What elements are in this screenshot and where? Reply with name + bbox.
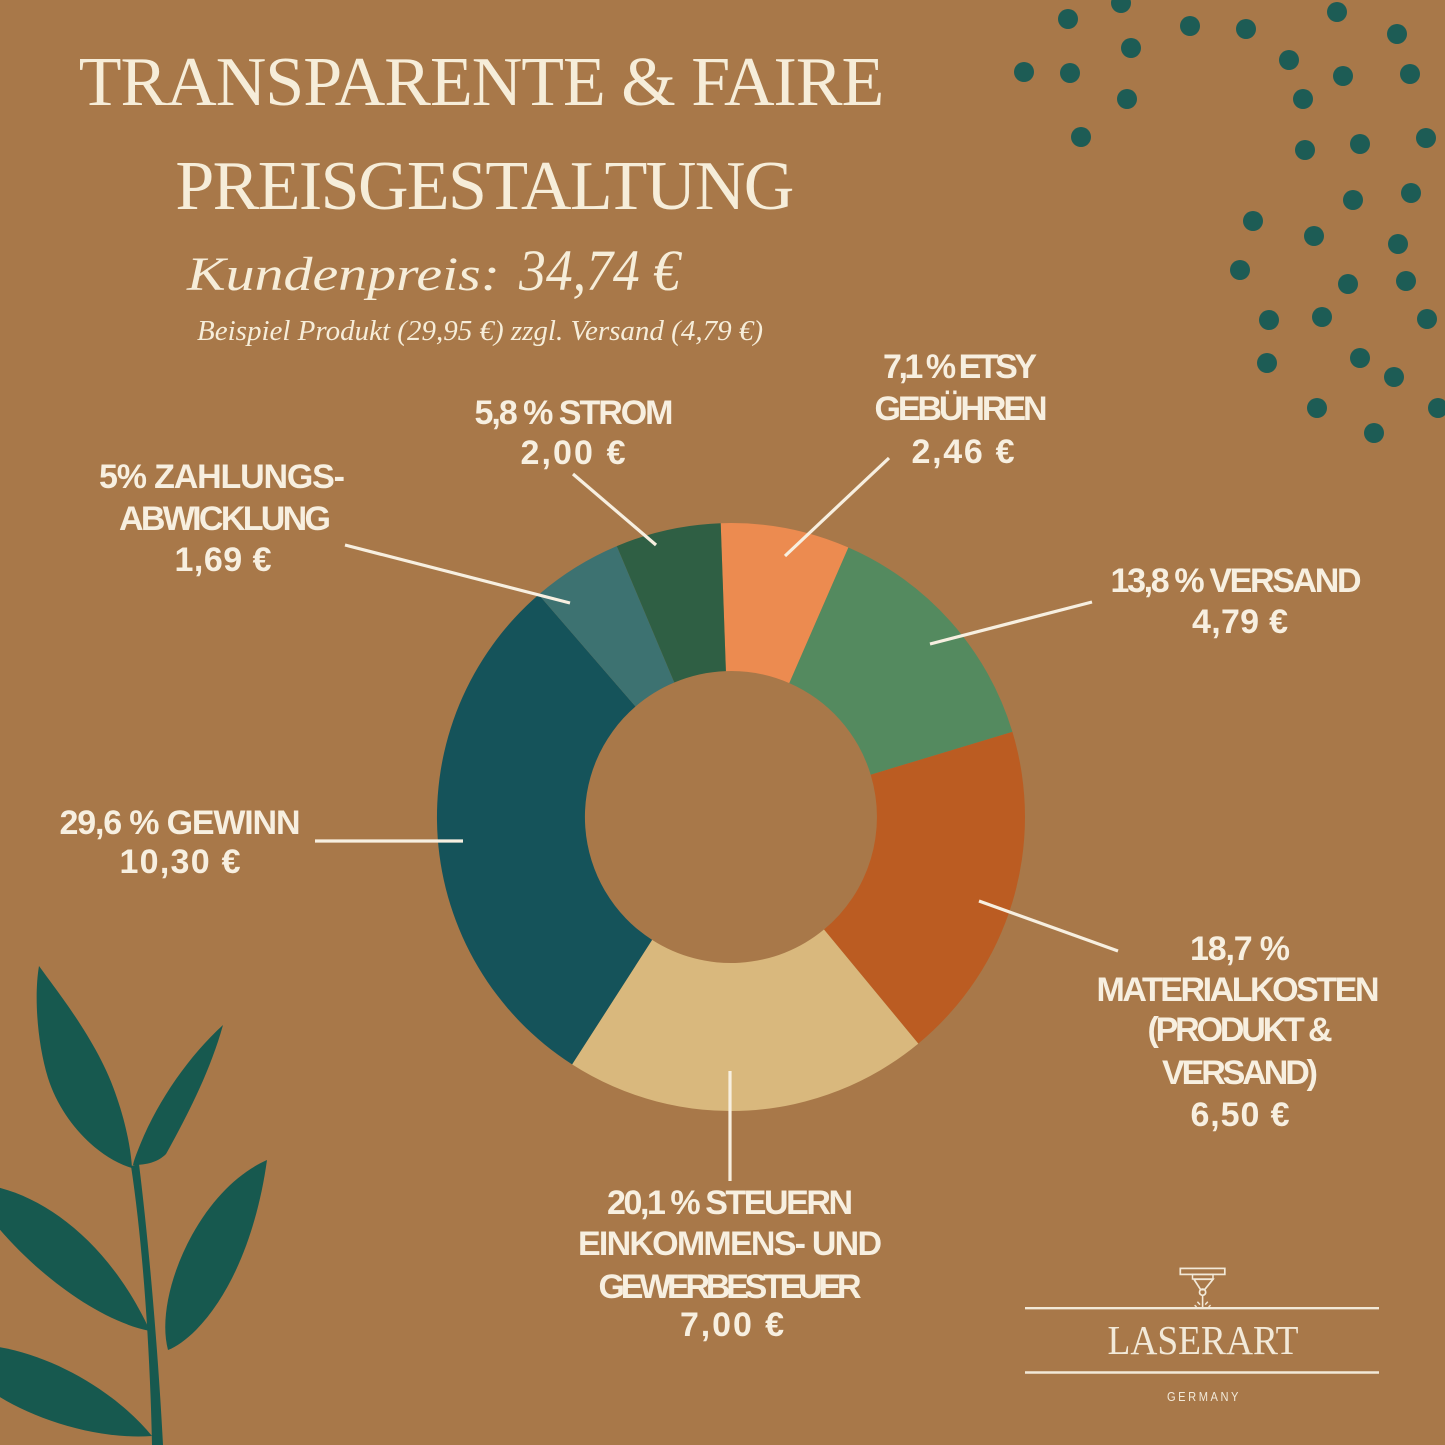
svg-text:6,50 €: 6,50 € <box>1191 1096 1290 1134</box>
svg-text:LASERART: LASERART <box>1108 1317 1299 1363</box>
svg-text:4,79 €: 4,79 € <box>1192 603 1288 641</box>
svg-text:2,46 €: 2,46 € <box>912 433 1015 471</box>
svg-text:10,30 €: 10,30 € <box>120 843 241 881</box>
svg-text:1,69 €: 1,69 € <box>175 541 272 579</box>
svg-text:ABWICKLUNG: ABWICKLUNG <box>119 500 331 538</box>
svg-text:5% ZAHLUNGS-: 5% ZAHLUNGS- <box>99 458 345 496</box>
svg-text:18,7 %: 18,7 % <box>1190 930 1290 968</box>
svg-text:PREISGESTALTUNG: PREISGESTALTUNG <box>175 148 792 225</box>
svg-text:VERSAND): VERSAND) <box>1162 1054 1318 1092</box>
svg-text:(PRODUKT &: (PRODUKT & <box>1148 1011 1333 1049</box>
svg-text:EINKOMMENS- UND: EINKOMMENS- UND <box>578 1225 882 1263</box>
svg-text:34,74 €: 34,74 € <box>518 238 683 303</box>
svg-text:Kundenpreis:: Kundenpreis: <box>186 248 500 301</box>
svg-text:7,00 €: 7,00 € <box>680 1306 784 1344</box>
svg-text:GERMANY: GERMANY <box>1167 1389 1241 1404</box>
svg-text:GEBÜHREN: GEBÜHREN <box>875 390 1048 428</box>
svg-text:TRANSPARENTE & FAIRE: TRANSPARENTE & FAIRE <box>79 44 884 121</box>
svg-text:Beispiel Produkt (29,95 €) zzg: Beispiel Produkt (29,95 €) zzgl. Versand… <box>197 315 763 347</box>
svg-text:5,8 % STROM: 5,8 % STROM <box>475 394 674 432</box>
svg-text:7,1 % ETSY: 7,1 % ETSY <box>883 348 1037 386</box>
svg-text:MATERIALKOSTEN: MATERIALKOSTEN <box>1097 971 1380 1009</box>
svg-text:29,6 % GEWINN: 29,6 % GEWINN <box>60 804 301 842</box>
svg-text:GEWERBESTEUER: GEWERBESTEUER <box>599 1268 862 1306</box>
svg-text:20,1 % STEUERN: 20,1 % STEUERN <box>607 1184 853 1222</box>
svg-text:13,8 % VERSAND: 13,8 % VERSAND <box>1111 562 1362 600</box>
